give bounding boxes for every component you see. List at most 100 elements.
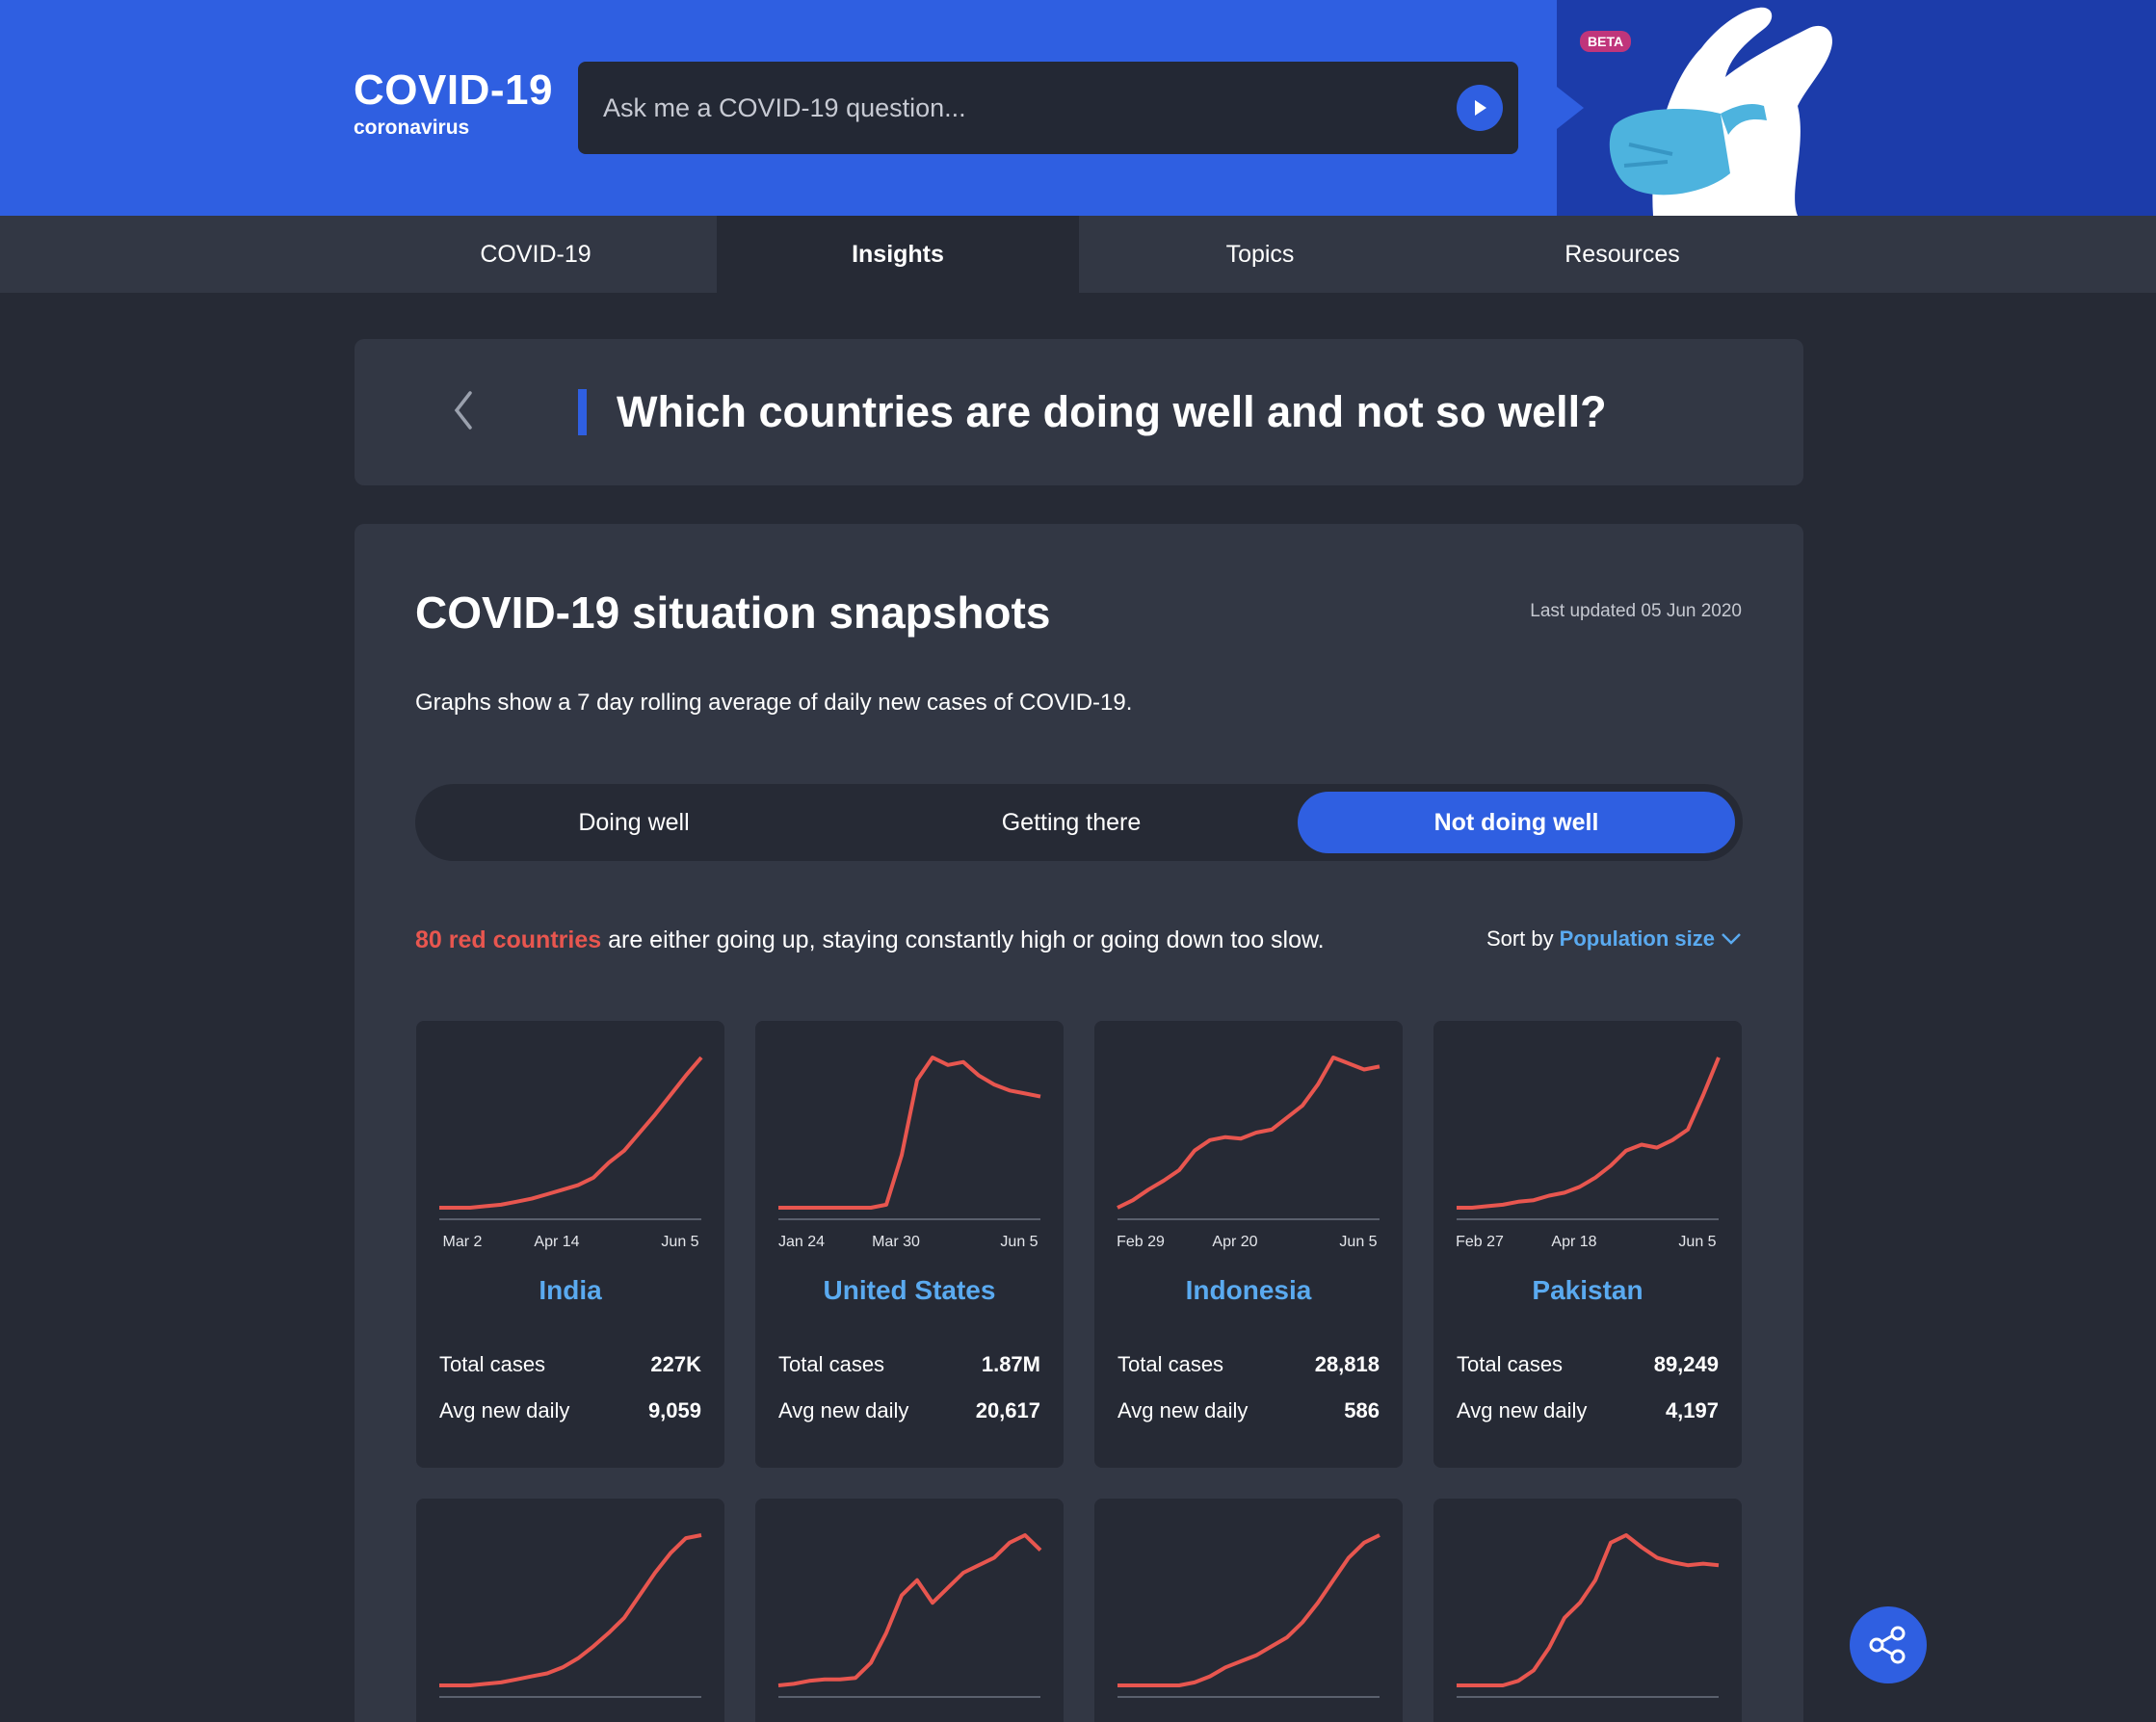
brand-title: COVID-19 bbox=[354, 66, 553, 114]
trend-chart: Jan 24 Mar 30 Jun 5 bbox=[778, 1056, 1041, 1250]
tick-label: Jun 5 bbox=[661, 1234, 698, 1250]
stat-label: Avg new daily bbox=[778, 1398, 909, 1422]
stat-value: 89,249 bbox=[1653, 1352, 1719, 1376]
main-nav: COVID-19 Insights Topics Resources bbox=[0, 216, 2156, 293]
sort-label: Sort by bbox=[1486, 926, 1554, 951]
bunny-mascot-icon bbox=[1609, 7, 1832, 216]
stat-value: 9,059 bbox=[647, 1398, 701, 1422]
share-icon bbox=[1869, 1626, 1906, 1664]
avg-daily-row: Avg new daily 586 bbox=[1117, 1398, 1380, 1423]
stat-label: Total cases bbox=[1457, 1352, 1564, 1376]
trend-line bbox=[439, 1056, 703, 1210]
country-card[interactable] bbox=[1094, 1499, 1403, 1722]
stat-value: 20,617 bbox=[975, 1398, 1040, 1422]
snapshot-title: COVID-19 situation snapshots bbox=[415, 587, 1051, 638]
mascot-notch bbox=[1557, 87, 1584, 129]
tick-label: Jun 5 bbox=[1339, 1234, 1377, 1250]
tab-covid-19[interactable]: COVID-19 bbox=[480, 240, 592, 268]
mascot-panel bbox=[1557, 0, 2156, 216]
country-name[interactable]: United States bbox=[823, 1275, 996, 1305]
tick-label: Feb 29 bbox=[1117, 1234, 1165, 1250]
trend-line bbox=[1457, 1057, 1721, 1210]
country-card[interactable]: Feb 27 Apr 18 Jun 5 Pakistan Total cases 89,2… bbox=[1433, 1021, 1742, 1468]
tick-label: Mar 30 bbox=[872, 1234, 920, 1250]
chevron-down-icon bbox=[1722, 933, 1741, 945]
back-button[interactable] bbox=[451, 387, 474, 438]
total-cases-row: Total cases 28,818 bbox=[1117, 1352, 1380, 1377]
trend-line bbox=[1457, 1533, 1720, 1687]
country-name[interactable]: Pakistan bbox=[1532, 1275, 1643, 1305]
tick-label: Apr 20 bbox=[1212, 1234, 1257, 1250]
brand-subtitle: coronavirus bbox=[354, 117, 470, 139]
country-card[interactable]: Mar 2 Apr 14 Jun 5 India Total cases 227K Avg … bbox=[416, 1021, 724, 1468]
country-name[interactable]: Indonesia bbox=[1185, 1275, 1312, 1305]
trend-line bbox=[1117, 1056, 1380, 1210]
stat-value: 227K bbox=[650, 1352, 701, 1376]
tick-label: Jun 5 bbox=[1678, 1234, 1716, 1250]
stat-label: Avg new daily bbox=[1117, 1398, 1249, 1422]
trend-chart bbox=[1117, 1533, 1380, 1698]
red-count: 80 red countries bbox=[415, 926, 602, 953]
country-card[interactable] bbox=[416, 1499, 724, 1722]
tick-label: Feb 27 bbox=[1456, 1234, 1504, 1250]
stat-value: 4,197 bbox=[1665, 1398, 1719, 1422]
country-card[interactable] bbox=[1433, 1499, 1742, 1722]
snapshot-description: Graphs show a 7 day rolling average of d… bbox=[415, 690, 1133, 716]
tick-label: Jun 5 bbox=[1000, 1234, 1038, 1250]
stat-label: Total cases bbox=[778, 1352, 885, 1376]
stat-label: Avg new daily bbox=[1457, 1398, 1588, 1422]
trend-chart: Feb 29 Apr 20 Jun 5 bbox=[1117, 1056, 1380, 1250]
total-cases-row: Total cases 1.87M bbox=[778, 1352, 1040, 1377]
trend-line bbox=[439, 1533, 702, 1687]
avg-daily-row: Avg new daily 20,617 bbox=[778, 1398, 1040, 1423]
search-bar bbox=[578, 62, 1518, 154]
country-card[interactable]: Jan 24 Mar 30 Jun 5 United States Total case… bbox=[755, 1021, 1064, 1468]
tick-label: Mar 2 bbox=[443, 1234, 483, 1250]
beta-badge: BETA bbox=[1580, 31, 1632, 52]
trend-line bbox=[1117, 1533, 1380, 1687]
country-name[interactable]: India bbox=[539, 1275, 602, 1305]
submit-question-button[interactable] bbox=[1457, 85, 1503, 131]
share-button[interactable] bbox=[1850, 1606, 1927, 1683]
search-input[interactable] bbox=[603, 62, 1432, 154]
status-filter: Doing well Getting there Not doing well bbox=[415, 784, 1743, 861]
country-card[interactable]: Feb 29 Apr 20 Jun 5 Indonesia Total cases 28,… bbox=[1094, 1021, 1403, 1468]
segment-doing-well[interactable]: Doing well bbox=[578, 808, 690, 836]
avg-daily-row: Avg new daily 9,059 bbox=[439, 1398, 701, 1423]
question-title: Which countries are doing well and not s… bbox=[617, 387, 1607, 436]
segment-not-doing-well[interactable]: Not doing well bbox=[1298, 792, 1735, 853]
brand[interactable]: COVID-19 coronavirus bbox=[354, 67, 553, 141]
avg-daily-row: Avg new daily 4,197 bbox=[1457, 1398, 1719, 1423]
total-cases-row: Total cases 89,249 bbox=[1457, 1352, 1719, 1377]
trend-line bbox=[777, 1533, 1042, 1687]
question-card: Which countries are doing well and not s… bbox=[355, 339, 1803, 485]
sort-value: Population size bbox=[1559, 926, 1715, 951]
tick-label: Apr 14 bbox=[534, 1234, 579, 1250]
total-cases-row: Total cases 227K bbox=[439, 1352, 701, 1377]
tab-insights[interactable]: Insights bbox=[717, 216, 1079, 293]
tick-label: Jan 24 bbox=[778, 1234, 825, 1250]
trend-chart bbox=[439, 1533, 702, 1698]
tab-topics[interactable]: Topics bbox=[1225, 240, 1295, 268]
stat-label: Total cases bbox=[1117, 1352, 1224, 1376]
play-icon bbox=[1475, 100, 1486, 116]
segment-getting-there[interactable]: Getting there bbox=[1001, 808, 1142, 836]
chevron-left-icon bbox=[454, 391, 472, 430]
stat-value: 28,818 bbox=[1314, 1352, 1380, 1376]
country-card[interactable] bbox=[755, 1499, 1064, 1722]
summary-text: 80 red countries are either going up, st… bbox=[415, 926, 1325, 954]
tab-resources[interactable]: Resources bbox=[1564, 240, 1680, 268]
trend-chart: Feb 27 Apr 18 Jun 5 bbox=[1456, 1057, 1721, 1250]
tick-label: Apr 18 bbox=[1551, 1234, 1596, 1250]
stat-label: Avg new daily bbox=[439, 1398, 570, 1422]
stat-value: 1.87M bbox=[981, 1352, 1040, 1376]
stat-value: 586 bbox=[1344, 1398, 1380, 1422]
sort-dropdown[interactable]: Sort by Population size bbox=[1486, 926, 1742, 952]
trend-chart bbox=[1457, 1533, 1720, 1698]
summary-rest: are either going up, staying constantly … bbox=[601, 926, 1325, 953]
trend-chart bbox=[777, 1533, 1042, 1698]
last-updated: Last updated 05 Jun 2020 bbox=[1530, 601, 1742, 621]
trend-chart: Mar 2 Apr 14 Jun 5 bbox=[439, 1056, 703, 1250]
stat-label: Total cases bbox=[439, 1352, 546, 1376]
title-accent-bar bbox=[578, 389, 587, 435]
